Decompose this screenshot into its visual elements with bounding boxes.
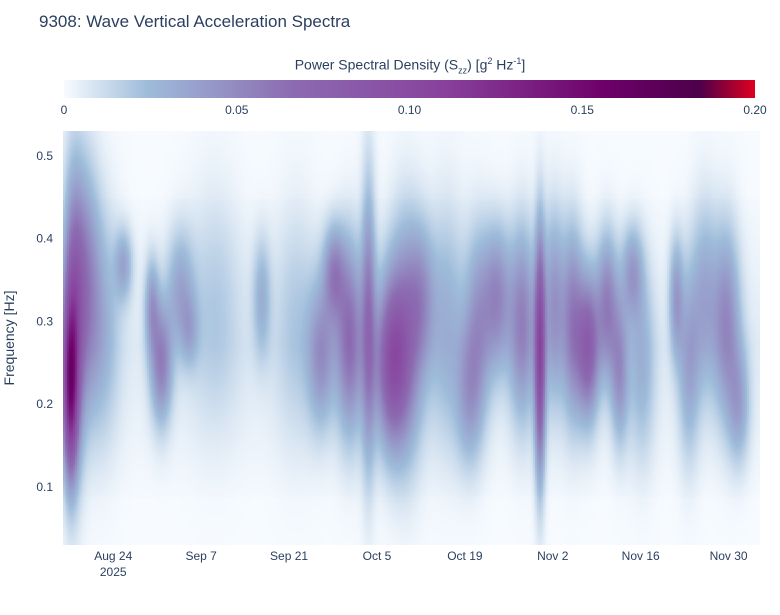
x-tick-label: Oct 5 xyxy=(363,549,392,563)
colorbar-tick-label: 0.20 xyxy=(743,103,767,117)
y-axis: 0.1 0.2 0.3 0.4 0.5 xyxy=(36,149,53,494)
y-tick-label: 0.2 xyxy=(36,397,53,411)
x-tick-label: Aug 24 xyxy=(94,549,132,563)
x-axis: Aug 24 2025 Sep 7 Sep 21 Oct 5 Oct 19 Nov 2 Nov… xyxy=(94,549,748,579)
colorbar-tick-label: 0.15 xyxy=(571,103,595,117)
colorbar-title-sub: zz xyxy=(458,65,468,76)
colorbar xyxy=(64,80,755,98)
colorbar-title: Power Spectral Density (Szz) [g2 Hz-1] xyxy=(0,56,780,75)
heatmap-blob xyxy=(545,239,560,371)
heatmap-blob xyxy=(153,321,168,404)
heatmap-blob xyxy=(412,247,431,346)
x-tick-label: Nov 2 xyxy=(537,549,569,563)
colorbar-title-sup1: 2 xyxy=(487,56,493,66)
colorbar-title-main: Power Spectral Density (S xyxy=(294,56,459,73)
y-tick-label: 0.4 xyxy=(36,232,53,246)
y-tick-label: 0.1 xyxy=(36,480,53,494)
heatmap-blob xyxy=(468,255,487,387)
heatmap-blob xyxy=(716,255,735,387)
y-axis-title: Frequency [Hz] xyxy=(1,291,17,386)
colorbar-title-hz: Hz xyxy=(492,56,514,73)
heatmap-blob xyxy=(631,297,650,429)
colorbar-title-sup2: -1 xyxy=(513,56,522,66)
heatmap-blob xyxy=(694,230,713,362)
colorbar-tick-label: 0 xyxy=(61,103,68,117)
heatmap-blob xyxy=(599,255,614,354)
heatmap-blob xyxy=(195,222,233,388)
heatmap-blob xyxy=(146,272,156,338)
heatmap-blob xyxy=(116,239,129,289)
x-tick-label: Oct 19 xyxy=(447,549,483,563)
plot-area xyxy=(63,131,760,545)
x-tick-label: Nov 30 xyxy=(710,549,748,563)
heatmap-blob xyxy=(680,297,695,429)
heatmap-blob xyxy=(339,272,358,404)
heatmap-blob xyxy=(730,363,745,446)
heatmap-blob xyxy=(487,247,506,346)
x-tick-label: Sep 7 xyxy=(185,549,217,563)
heatmap-blob xyxy=(624,239,639,305)
x-tick-year-label: 2025 xyxy=(100,565,127,579)
heatmap-blob xyxy=(612,321,625,420)
colorbar-tick-label: 0.05 xyxy=(225,103,249,117)
y-tick-label: 0.5 xyxy=(36,149,53,163)
heatmap-blob xyxy=(255,255,268,338)
y-tick-label: 0.3 xyxy=(36,314,53,328)
colorbar-tick-label: 0.10 xyxy=(398,103,422,117)
heatmap-blob xyxy=(280,239,311,405)
heatmap-blob xyxy=(182,305,195,355)
colorbar-ticks: 0 0.05 0.10 0.15 0.20 xyxy=(61,103,767,117)
heatmap-blob xyxy=(512,255,531,387)
colorbar-title-end: ] xyxy=(521,56,526,73)
heatmap-blob xyxy=(535,272,543,438)
heatmap-blob xyxy=(670,255,680,338)
heatmap-container xyxy=(63,131,760,545)
heatmap-blob xyxy=(311,305,330,404)
colorbar-title-mid: ) [g xyxy=(467,56,488,73)
x-tick-label: Sep 21 xyxy=(270,549,308,563)
heatmap-blob xyxy=(363,222,373,421)
heatmap-blob xyxy=(564,255,579,387)
heatmap-blob xyxy=(580,297,595,396)
heatmap-blob xyxy=(433,239,458,405)
heatmap-blob xyxy=(88,239,113,405)
heatmap-blob xyxy=(325,239,340,305)
chart-title: 9308: Wave Vertical Acceleration Spectra xyxy=(39,12,351,31)
heatmap-canvas xyxy=(63,131,760,545)
x-tick-label: Nov 16 xyxy=(622,549,660,563)
